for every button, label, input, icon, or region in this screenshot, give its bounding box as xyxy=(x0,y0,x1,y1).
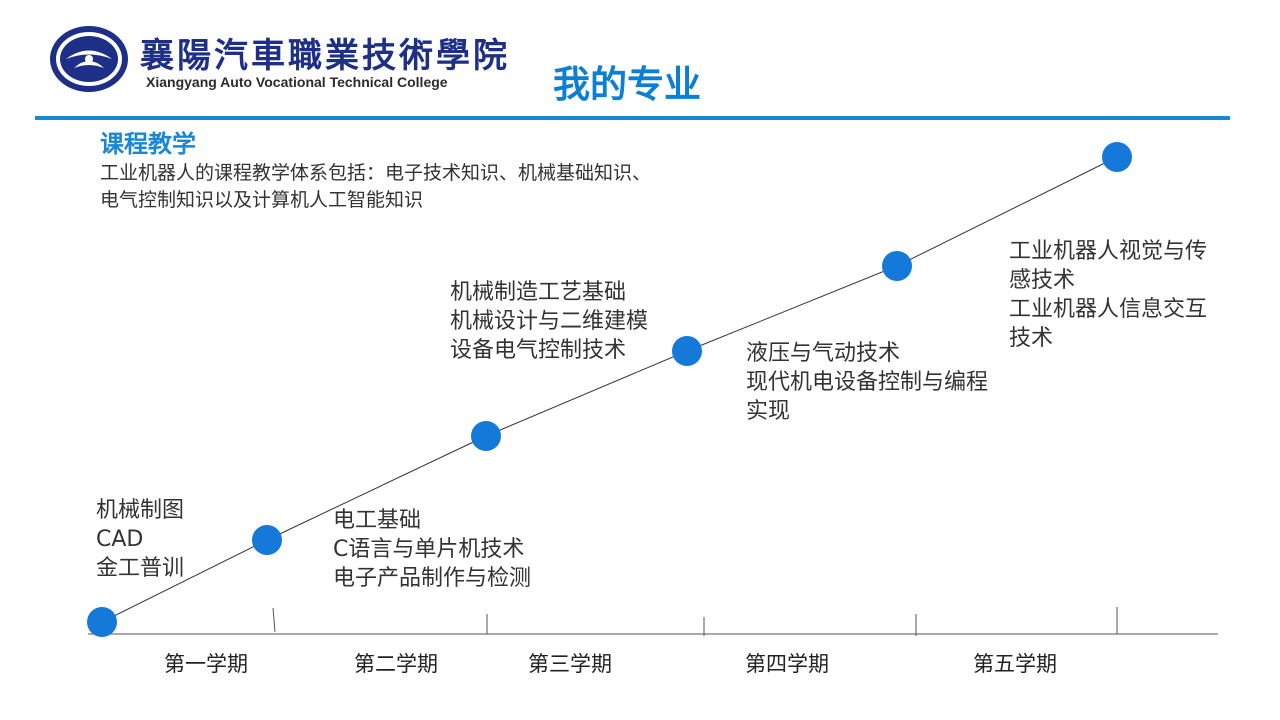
college-name-cn: 襄陽汽車職業技術學院 xyxy=(140,36,510,76)
college-name-en: Xiangyang Auto Vocational Technical Coll… xyxy=(146,74,448,90)
college-logo: 襄陽汽車職業技術學院 Xiangyang Auto Vocational Tec… xyxy=(48,24,507,96)
header-divider xyxy=(35,116,1230,120)
course-item: 电子产品制作与检测 xyxy=(333,566,532,591)
course-item: C语言与单片机技术 xyxy=(333,537,525,562)
course-item: 机械制造工艺基础 xyxy=(450,280,627,305)
page-title: 我的专业 xyxy=(553,63,701,106)
milestone-dot xyxy=(471,421,501,451)
semester-tick xyxy=(272,607,276,633)
course-item: CAD xyxy=(96,527,144,552)
milestone-dot xyxy=(882,251,912,281)
course-item: 设备电气控制技术 xyxy=(450,338,627,363)
section-description: 工业机器人的课程教学体系包括：电子技术知识、机械基础知识、电气控制知识以及计算机… xyxy=(100,162,652,211)
course-item: 金工普训 xyxy=(96,556,185,581)
course-group-4: 液压与气动技术 现代机电设备控制与编程 实现 xyxy=(746,339,988,426)
milestone-dot xyxy=(87,607,117,637)
semester-label-1: 第一学期 xyxy=(164,652,248,676)
semester-label-2: 第二学期 xyxy=(354,652,438,676)
course-item: 工业机器人信息交互 xyxy=(1009,297,1208,322)
course-item: 实现 xyxy=(746,399,791,424)
milestone-dot xyxy=(252,525,282,555)
course-group-2: 电工基础 C语言与单片机技术 电子产品制作与检测 xyxy=(333,506,531,593)
semester-label-5: 第五学期 xyxy=(973,652,1057,676)
course-item: 液压与气动技术 xyxy=(746,341,901,366)
college-emblem-icon xyxy=(50,26,128,92)
course-group-1: 机械制图 CAD 金工普训 xyxy=(96,496,184,583)
course-item: 现代机电设备控制与编程 xyxy=(746,370,989,395)
course-group-3: 机械制造工艺基础 机械设计与二维建模 设备电气控制技术 xyxy=(450,278,648,365)
course-item: 感技术 xyxy=(1009,268,1076,293)
course-item: 技术 xyxy=(1009,326,1054,351)
semester-label-3: 第三学期 xyxy=(528,652,612,676)
milestone-dot xyxy=(1102,142,1132,172)
course-group-5: 工业机器人视觉与传 感技术 工业机器人信息交互 技术 xyxy=(1009,237,1207,353)
milestone-dot xyxy=(672,336,702,366)
semester-label-4: 第四学期 xyxy=(745,652,829,676)
course-item: 电工基础 xyxy=(333,508,422,533)
course-item: 工业机器人视觉与传 xyxy=(1009,239,1208,264)
course-item: 机械制图 xyxy=(96,498,185,523)
progress-line xyxy=(101,156,1118,623)
course-item: 机械设计与二维建模 xyxy=(450,309,649,334)
section-title: 课程教学 xyxy=(100,130,196,158)
